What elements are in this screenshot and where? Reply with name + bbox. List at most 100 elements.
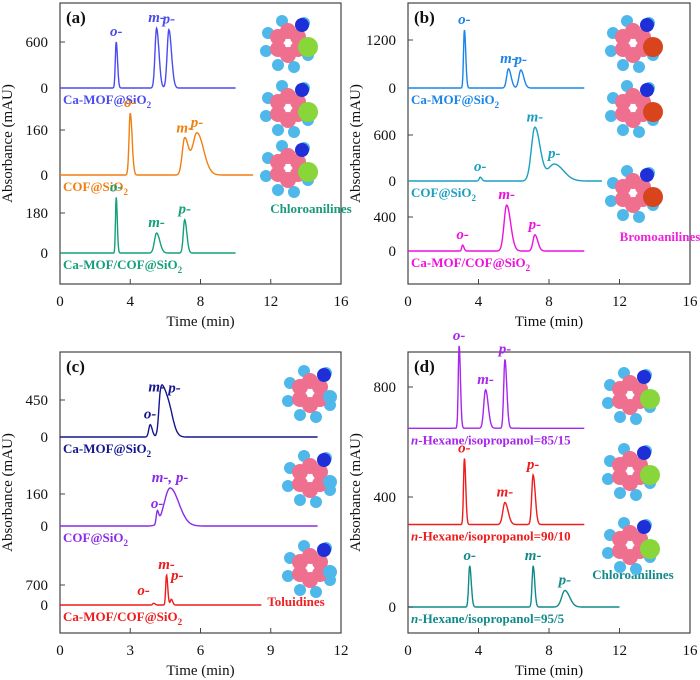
y-tick-label: 450 bbox=[26, 393, 49, 409]
y-tick-label: 600 bbox=[374, 128, 397, 144]
trace-label: Ca-MOF/COF@SiO2 bbox=[411, 255, 531, 273]
carbon-atom bbox=[270, 41, 286, 57]
halogen-atom bbox=[643, 102, 663, 122]
compound-class-label: Bromoanilines bbox=[620, 229, 700, 244]
hydrogen-atom bbox=[614, 411, 626, 423]
hydrogen-atom bbox=[282, 570, 294, 582]
trace-label: COF@SiO2 bbox=[63, 530, 129, 548]
halogen-atom bbox=[298, 162, 318, 182]
carbon-atom bbox=[612, 469, 628, 485]
x-tick-label: 12 bbox=[612, 643, 627, 659]
chromatogram-trace bbox=[408, 126, 602, 182]
chart-panel-a: (a) 0 4 8 12 16 Time (min) Absorbance (mAU) Chlo… bbox=[0, 2, 352, 330]
nitrogen-atom bbox=[317, 368, 331, 382]
hydrogen-atom bbox=[602, 473, 614, 485]
hydrogen-atom bbox=[260, 170, 272, 182]
molecule-icon bbox=[602, 367, 660, 425]
chromatogram-trace bbox=[408, 345, 585, 429]
hydrogen-atom bbox=[630, 413, 642, 425]
carbon-atom bbox=[270, 166, 286, 182]
chromatogram-trace bbox=[60, 573, 262, 606]
peak-label-o: o- bbox=[110, 24, 123, 40]
halogen-atom bbox=[643, 187, 663, 207]
molecule-icon bbox=[602, 443, 660, 501]
chromatogram-trace bbox=[60, 384, 318, 438]
y-tick-label: 600 bbox=[26, 35, 49, 51]
peak-label-o: o- bbox=[458, 12, 471, 28]
carbon-atom bbox=[312, 379, 328, 395]
hydrogen-atom bbox=[602, 547, 614, 559]
nitrogen-atom bbox=[295, 18, 309, 32]
panel-label: (b) bbox=[414, 8, 435, 27]
y-tick-label: 0 bbox=[389, 244, 397, 260]
carbon-atom bbox=[612, 543, 628, 559]
carbon-atom bbox=[612, 393, 628, 409]
peak-label-m: m- bbox=[158, 557, 175, 573]
x-tick-label: 0 bbox=[404, 294, 412, 310]
hydrogen-atom bbox=[260, 45, 272, 57]
hydrogen-atom bbox=[288, 61, 300, 73]
x-tick-label: 16 bbox=[683, 294, 699, 310]
trace-label: n-Hexane/isopropanol=90/10 bbox=[411, 529, 571, 544]
peak-label-mp: m-, p- bbox=[152, 470, 189, 486]
peak-label-p: p- bbox=[189, 115, 204, 131]
hydrogen-atom bbox=[323, 390, 337, 404]
hydrogen-atom bbox=[294, 584, 306, 596]
chromatogram-trace bbox=[60, 487, 318, 527]
x-tick-label: 16 bbox=[334, 294, 350, 310]
molecule-icon bbox=[602, 517, 660, 575]
nitrogen-atom bbox=[637, 446, 651, 460]
y-tick-label: 0 bbox=[41, 81, 49, 97]
panel-label: (c) bbox=[66, 357, 85, 376]
y-axis-label: Absorbance (mAU) bbox=[0, 433, 16, 552]
x-tick-label: 4 bbox=[475, 294, 483, 310]
y-axis-label: Absorbance (mAU) bbox=[348, 433, 364, 552]
hydrogen-atom bbox=[288, 186, 300, 198]
hydrogen-atom bbox=[282, 395, 294, 407]
molecule-icon bbox=[605, 80, 663, 138]
peak-label-o: o- bbox=[463, 548, 476, 564]
panel-label: (a) bbox=[66, 8, 86, 27]
peak-label-m: m- bbox=[500, 51, 517, 67]
hydrogen-atom bbox=[602, 397, 614, 409]
hydrogen-atom bbox=[617, 59, 629, 71]
y-tick-label: 0 bbox=[41, 246, 49, 262]
halogen-atom bbox=[298, 37, 318, 57]
hydrogen-atom bbox=[605, 110, 617, 122]
x-tick-label: 12 bbox=[334, 643, 349, 659]
peak-label-p: p- bbox=[527, 217, 542, 233]
hydrogen-atom bbox=[310, 496, 322, 508]
hydrogen-atom bbox=[605, 195, 617, 207]
peak-label-m: m- bbox=[148, 380, 165, 396]
nitrogen-atom bbox=[640, 168, 654, 182]
nitrogen-atom bbox=[640, 83, 654, 97]
peak-label-m: m- bbox=[498, 187, 515, 203]
hydrogen-atom bbox=[614, 561, 626, 573]
peak-label-p: p- bbox=[169, 568, 184, 584]
peak-label-m: m- bbox=[477, 372, 494, 388]
x-tick-label: 8 bbox=[545, 643, 553, 659]
panel-label: (d) bbox=[414, 357, 435, 376]
chromatogram-trace bbox=[408, 458, 585, 526]
chromatogram-trace bbox=[408, 204, 585, 252]
y-tick-label: 180 bbox=[26, 206, 49, 222]
chromatogram-trace bbox=[60, 113, 254, 176]
x-axis-label: Time (min) bbox=[515, 663, 583, 679]
y-tick-label: 0 bbox=[389, 81, 397, 97]
carbon-atom bbox=[312, 554, 328, 570]
hydrogen-atom bbox=[605, 45, 617, 57]
hydrogen-atom bbox=[323, 565, 337, 579]
x-axis-label: Time (min) bbox=[515, 314, 583, 330]
hydrogen-atom bbox=[323, 475, 337, 489]
compound-class-label: Chloroanilines bbox=[592, 567, 673, 582]
x-tick-label: 6 bbox=[197, 643, 205, 659]
carbon-atom bbox=[270, 106, 286, 122]
hydrogen-atom bbox=[617, 209, 629, 221]
y-tick-label: 0 bbox=[389, 600, 397, 616]
peak-label-p: p- bbox=[513, 52, 528, 68]
x-tick-label: 8 bbox=[545, 294, 553, 310]
molecule-icon bbox=[260, 140, 318, 198]
x-tick-label: 3 bbox=[127, 643, 135, 659]
compound-class-label: Toluidines bbox=[267, 594, 324, 609]
nitrogen-atom bbox=[295, 83, 309, 97]
